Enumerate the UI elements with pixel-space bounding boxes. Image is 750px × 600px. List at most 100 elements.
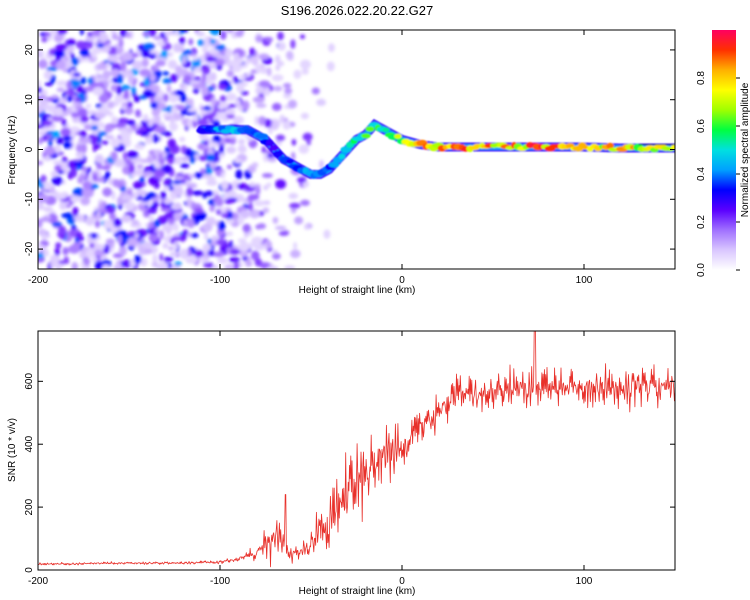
snr-y-tick-label: 400 bbox=[24, 435, 35, 452]
spectrogram-cell bbox=[108, 213, 117, 220]
spectrogram-cell bbox=[140, 130, 150, 137]
spectrogram-cell bbox=[38, 228, 47, 236]
spectrogram-track-blob bbox=[273, 150, 283, 158]
spectrogram-cell bbox=[102, 70, 111, 80]
snr-panel: -200 -100 0 100 0 200 400 600 Height of straig… bbox=[7, 330, 676, 597]
spectrogram-cell bbox=[275, 134, 286, 142]
spectrogram-cell bbox=[94, 260, 103, 269]
spectrogram-cell bbox=[189, 155, 196, 164]
spectrogram-cell bbox=[38, 183, 45, 188]
spectrogram-cell bbox=[237, 238, 247, 244]
spectrogram-cell bbox=[154, 125, 166, 134]
spectrogram-cell bbox=[214, 58, 225, 66]
spectrogram-cell bbox=[54, 164, 62, 172]
spectrogram-cell bbox=[147, 154, 154, 164]
spectrogram-cell bbox=[84, 43, 94, 49]
spectrogram-cell bbox=[290, 39, 296, 49]
spectrogram-cell bbox=[50, 260, 55, 269]
spectrogram-cell bbox=[139, 68, 151, 77]
spectrogram-cell bbox=[143, 89, 154, 98]
spectrogram-cell bbox=[254, 64, 264, 73]
spectrogram-cell bbox=[90, 30, 101, 37]
spectrogram-cell bbox=[253, 200, 265, 207]
spectrogram-cell bbox=[155, 102, 167, 110]
spectrogram-cell bbox=[254, 258, 263, 267]
spectrogram-cell bbox=[109, 227, 118, 232]
spectrogram-cell bbox=[328, 43, 335, 53]
spectrogram-cell bbox=[59, 201, 67, 211]
spectrogram-cell bbox=[150, 94, 156, 105]
spectrogram-cell bbox=[94, 112, 106, 119]
spectrogram-cell bbox=[162, 37, 169, 43]
spectrogram-cell bbox=[124, 107, 134, 115]
spectrogram-cell bbox=[117, 234, 122, 245]
spectrogram-cell bbox=[299, 59, 311, 70]
spectrogram-cell bbox=[245, 260, 253, 267]
spectrogram-cell bbox=[129, 258, 136, 268]
spectrogram-cell bbox=[55, 242, 62, 249]
spectrogram-cell bbox=[179, 136, 186, 142]
spectrogram-x-tick-label: -100 bbox=[210, 275, 230, 286]
spectrogram-cell bbox=[38, 131, 47, 136]
spectrogram-cell bbox=[215, 197, 224, 207]
spectrogram-cell bbox=[202, 262, 214, 268]
spectrogram-cell bbox=[126, 150, 139, 159]
spectrogram-cell bbox=[202, 192, 207, 199]
spectrogram-track-blob bbox=[266, 139, 274, 147]
spectrogram-cell bbox=[151, 84, 160, 94]
spectrogram-cell bbox=[239, 74, 247, 80]
spectrogram-cell bbox=[134, 254, 142, 264]
spectrogram-track-blob bbox=[328, 162, 340, 168]
spectrogram-cell bbox=[158, 153, 164, 161]
spectrogram-cell bbox=[38, 105, 44, 114]
spectrogram-cell bbox=[284, 87, 293, 94]
spectrogram-cell bbox=[152, 65, 159, 72]
spectrogram-track-blob bbox=[361, 133, 371, 139]
spectrogram-cell bbox=[72, 72, 81, 77]
spectrogram-cell bbox=[44, 146, 56, 156]
snr-x-tick-label: 100 bbox=[576, 576, 593, 587]
spectrogram-signal-track bbox=[196, 118, 675, 179]
spectrogram-cell bbox=[290, 249, 301, 259]
spectrogram-cell bbox=[252, 96, 265, 103]
spectrogram-cell bbox=[192, 112, 199, 123]
spectrogram-cell bbox=[108, 111, 114, 117]
spectrogram-cell bbox=[148, 49, 159, 54]
spectrogram-cell bbox=[53, 106, 64, 117]
spectrogram-cell bbox=[81, 143, 87, 154]
spectrogram-cell bbox=[188, 38, 194, 46]
spectrogram-cell bbox=[257, 223, 266, 230]
spectrogram-cell bbox=[84, 86, 96, 92]
spectrogram-cell bbox=[71, 57, 80, 66]
spectrogram-cell bbox=[56, 80, 67, 87]
spectrogram-cell bbox=[165, 227, 172, 235]
spectrogram-track-blob bbox=[255, 133, 268, 139]
spectrogram-cell bbox=[85, 103, 92, 109]
spectrogram-cell bbox=[38, 59, 48, 69]
spectrogram-cell bbox=[82, 180, 92, 190]
spectrogram-cell bbox=[61, 118, 67, 127]
spectrogram-cell bbox=[85, 216, 95, 226]
spectrogram-cell bbox=[195, 31, 205, 37]
spectrogram-y-tick-label: 10 bbox=[24, 94, 35, 106]
spectrogram-cell bbox=[249, 47, 256, 56]
spectrogram-cell bbox=[226, 218, 235, 224]
spectrogram-cell bbox=[186, 98, 194, 106]
spectrogram-cell bbox=[211, 235, 220, 242]
spectrogram-cell bbox=[275, 64, 281, 71]
spectrogram-cell bbox=[251, 162, 259, 168]
spectrogram-cell bbox=[181, 156, 189, 162]
spectrogram-cell bbox=[54, 247, 60, 257]
spectrogram-cell bbox=[226, 70, 234, 78]
spectrogram-cell bbox=[173, 202, 182, 209]
spectrogram-cell bbox=[135, 168, 144, 176]
spectrogram-cell bbox=[106, 206, 116, 214]
spectrogram-cell bbox=[258, 53, 270, 60]
spectrogram-cell bbox=[173, 180, 182, 185]
spectrogram-cell bbox=[258, 116, 266, 126]
spectrogram-cell bbox=[323, 229, 331, 239]
spectrogram-cell bbox=[231, 59, 244, 66]
spectrogram-cell bbox=[202, 106, 212, 111]
spectrogram-cell bbox=[306, 139, 311, 146]
